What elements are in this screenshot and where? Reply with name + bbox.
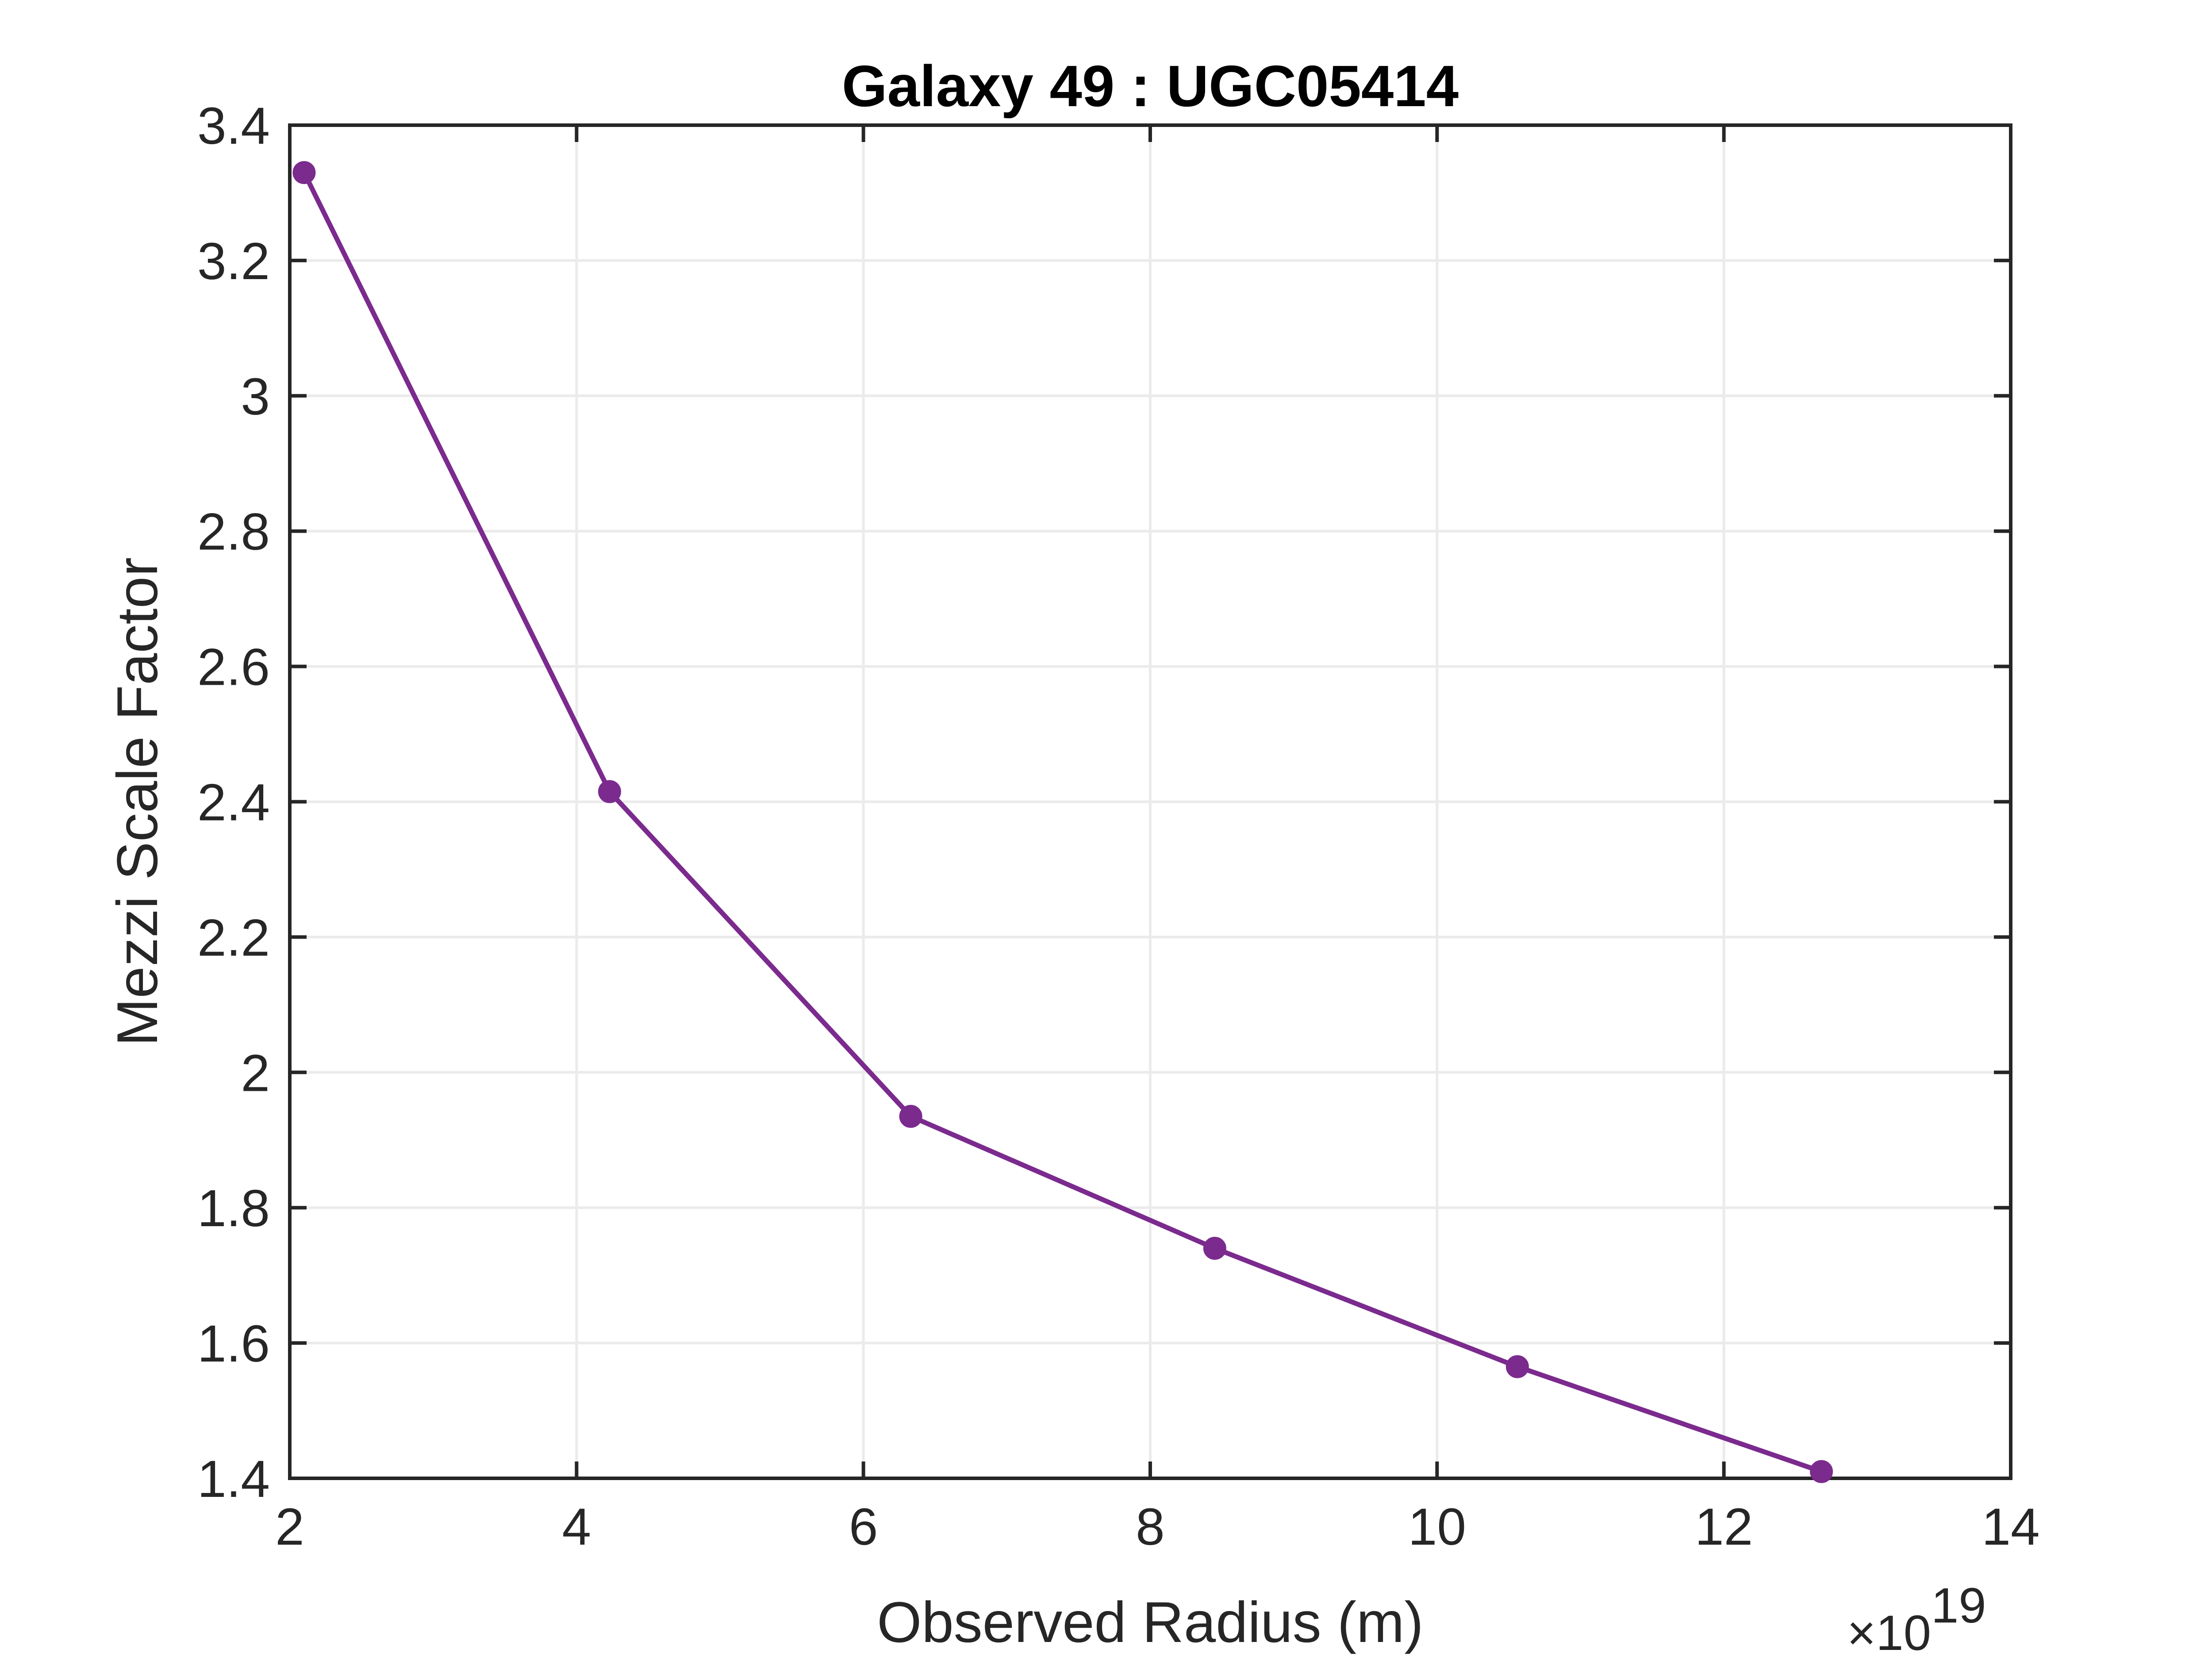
x-tick-label: 4 [562,1498,591,1556]
y-tick-label: 2.8 [197,503,270,561]
y-tick-label: 1.6 [197,1315,270,1373]
series-line [302,171,1822,1474]
x-axis-exponent-base: ×10 [1847,1605,1931,1659]
data-point [1203,1236,1226,1260]
y-axis-title: Mezzi Scale Factor [105,557,169,1046]
x-tick-label: 10 [1408,1498,1466,1556]
x-axis-exponent-power: 19 [1931,1578,1986,1633]
x-tick-label: 14 [1982,1498,2039,1556]
y-tick-label: 2 [241,1044,270,1102]
x-tick-label: 8 [1136,1498,1165,1556]
y-tick-label: 1.4 [197,1450,270,1508]
x-axis-title: Observed Radius (m) [877,1590,1423,1654]
y-tick-label: 3 [241,368,270,426]
y-tick-label: 1.8 [197,1179,270,1238]
y-tick-label: 3.2 [197,232,270,291]
chart-title: Galaxy 49 : UGC05414 [842,54,1459,119]
x-tick-label: 12 [1695,1498,1753,1556]
data-point [292,161,316,184]
series-layer [292,161,1833,1483]
x-axis-exponent-label: ×1019 [1847,1578,1986,1659]
data-point [598,780,621,803]
y-tick-label: 2.6 [197,638,270,697]
data-point [899,1105,922,1128]
axis-ticks: 2 4 6 8 10 12 14 1.4 1.6 1.8 2 2.2 2.4 2.6 2.8 3 3.2 3.4 [197,97,2040,1556]
data-point [1505,1355,1529,1378]
y-tick-label: 2.2 [197,909,270,967]
x-tick-label: 2 [275,1498,304,1556]
x-tick-label: 6 [849,1498,878,1556]
data-point [1810,1460,1833,1483]
y-tick-label: 3.4 [197,97,270,155]
grid [288,124,2012,1480]
y-tick-label: 2.4 [197,774,270,832]
